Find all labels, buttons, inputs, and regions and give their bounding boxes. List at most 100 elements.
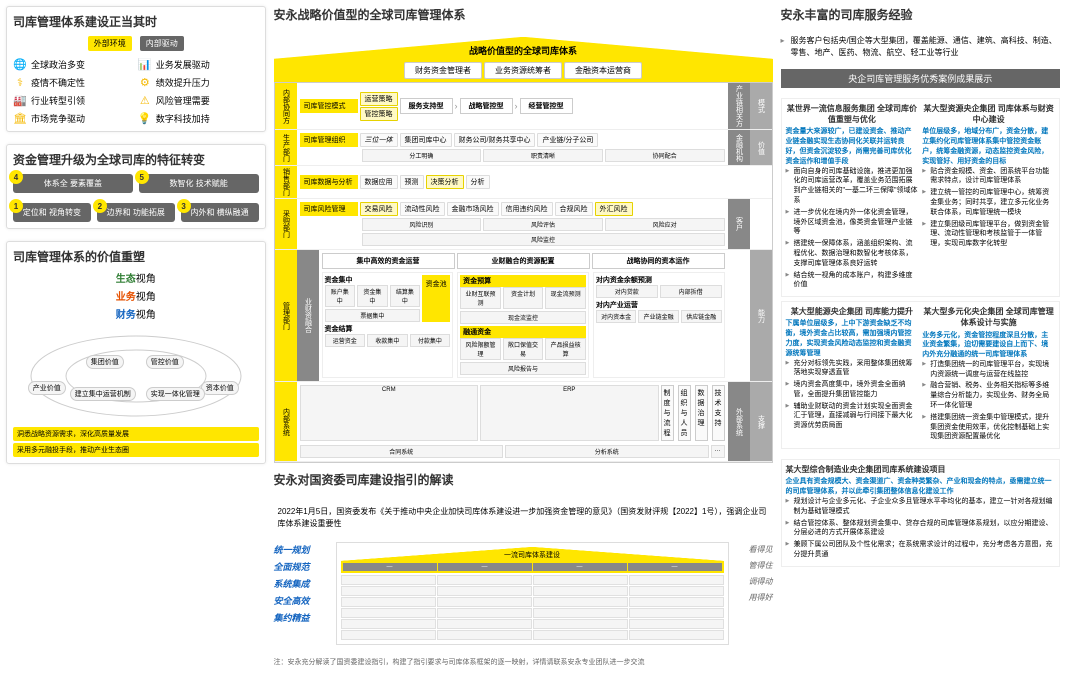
env-icon: 📊 <box>138 57 152 71</box>
panel-upgrade-title: 资金管理升级为全球司库的特征转变 <box>13 151 259 168</box>
arch-side-2: 能力 <box>750 250 772 381</box>
case-bullet: 兼顾下属公司团队及个性化需求；在系统需求设计的过程中，充分考虑各方意图，充分提升… <box>786 540 1055 560</box>
arch-chip: 金融市场风险 <box>447 202 499 216</box>
case-bullet: 搭建集团统一资金集中管理模式，提升集团资金使用效率，优化控制基础上实现集团资源配… <box>922 413 1055 442</box>
interp-cell <box>533 608 628 618</box>
oval-chip-1: 产业价值 <box>28 381 66 395</box>
case-bullet: 打造集团统一的司库管理平台，实现境内资源统一调度与运营在线监控 <box>922 360 1055 380</box>
arch-r-1: 金融机构 <box>728 130 750 165</box>
interp-note: 注：安永充分解读了国资委建设指引，构建了指引要求与司库体系框架的逐一映射，详情请… <box>274 657 773 667</box>
case-highlight: 业务多元化，资金管控程度深且分散，主业资金繁集，迫切需要建设自上而下、境内外充分… <box>922 331 1055 360</box>
mini-cell: 风险报告与 <box>460 362 586 375</box>
case-wide: 某大型综合制造业央企集团司库系统建设项目 企业具有资金规模大、资金渠道广、资金种… <box>781 459 1060 567</box>
interp-cell <box>533 575 628 585</box>
arch-chip: 外汇风险 <box>595 202 633 216</box>
arch-r2-label: 司库数据与分析 <box>300 175 358 189</box>
case-bullet: 规划设计与企业多元化、子企业众多且管理水平非均化的基本，建立一针对各规划编制为基… <box>786 497 1055 517</box>
arch-chip: 流动性风险 <box>400 202 445 216</box>
mini-cell: 分析系统 <box>505 445 709 458</box>
interp-cell <box>437 619 532 629</box>
oval-bar-1: 洞悉战略资源需求，深化高质量发展 <box>13 427 259 441</box>
arch-chip: 三位一体 <box>360 133 398 147</box>
mini-cell: 风险识别 <box>362 218 482 231</box>
case-block: 某世界一流信息服务集团 全球司库价值重塑与优化资金量大来源较广，已建设资金、推动… <box>781 98 1060 297</box>
mini-cell: 内部拆借 <box>660 285 722 298</box>
interp-cell <box>629 608 724 618</box>
interp-cell <box>629 575 724 585</box>
arch-chip: 预测 <box>400 175 424 189</box>
mini-cell: 对内贷款 <box>596 285 658 298</box>
arch-chip: 战略管控型 <box>460 98 513 114</box>
mini-cell: 票据集中 <box>325 309 421 322</box>
mini-cell: CRM <box>300 385 479 441</box>
case-bullet: 结合统一视角的成本账户，构建多维度价值 <box>786 271 919 291</box>
support-box: 组织与人员 <box>678 385 691 441</box>
upgrade-3: 3内外和 横纵融通 <box>181 203 259 222</box>
biz-sub: 对内资金余额预测 <box>596 275 722 285</box>
biz-sub: 资金预算 <box>460 275 586 287</box>
case-col: 某大型能源央企集团 司库能力提升下属单位层级多，上中下游资金缺乏不均衡，境外资金… <box>786 306 919 444</box>
oval-chip-6: 实现一体化管理 <box>146 387 205 401</box>
support-box: 数据治理 <box>695 385 708 441</box>
mini-cell: 风险应对 <box>605 218 725 231</box>
interp-cell <box>533 630 628 640</box>
arch-chip: 决策分析 <box>426 175 464 189</box>
interp-cell <box>341 619 436 629</box>
arch-l-1: 生产部门 <box>275 130 297 165</box>
mini-cell: 合同系统 <box>300 445 504 458</box>
biz-sub: 资金集中 <box>325 275 421 285</box>
case-bullet: 境内资金高度集中，境外资金全面纳管，全面提升集团管控能力 <box>786 380 919 400</box>
mini-cell: ERP <box>480 385 659 441</box>
arch-chip: 合规风险 <box>555 202 593 216</box>
support-box: 技术支持 <box>712 385 725 441</box>
arch-r-3: 外部系统 <box>728 382 750 461</box>
interp-cell <box>437 630 532 640</box>
interp-cell <box>533 586 628 596</box>
right-sub-hdr: 央企司库管理服务优秀案例成果展示 <box>781 69 1060 88</box>
mini-cell: 资金集中 <box>357 285 388 307</box>
env-int-item: ⚠风险管理需要 <box>138 93 259 107</box>
interp-right: 看得见管得住调得动用得好 <box>737 542 773 645</box>
int-label: 内部驱动 <box>140 36 184 51</box>
arch-r0-hdr: 司库管控模式 <box>300 99 358 113</box>
case-bullet: 融合营销、税务、业务相关指标等多维量综合分析能力，实现业务、财务全局环一体化管理 <box>922 381 1055 410</box>
panel-value-title: 司库管理体系的价值重塑 <box>13 248 259 265</box>
env-icon: 🌐 <box>13 57 27 71</box>
arch-chip: 产业链/分子公司 <box>537 133 598 147</box>
case-title: 某大型能源央企集团 司库能力提升 <box>786 306 919 317</box>
biz-hdr: 战略协同的资本运作 <box>592 253 725 269</box>
value-oval: 产业价值 集团价值 管控价值 资本价值 建立集中运营机制 实现一体化管理 <box>26 331 246 421</box>
mini-cell: 产业链金融 <box>638 310 679 323</box>
biz-hdr: 业财融合的资源配置 <box>457 253 590 269</box>
arch-chip: 数据应用 <box>360 175 398 189</box>
env-int-item: 💡数字科技加持 <box>138 111 259 125</box>
mini-cell: 收款集中 <box>367 334 408 347</box>
env-ext-item: 🌐全球政治多变 <box>13 57 134 71</box>
arch-side-0: 模式 <box>750 83 772 129</box>
arch-chip: 管控策略 <box>360 107 398 121</box>
interp-cell <box>533 597 628 607</box>
panel-env-title: 司库管理体系建设正当其时 <box>13 13 259 30</box>
case-bullet: 建立集团级司库管理平台，做到资金管理、流动性管理和考核监管于一体管理，实现司库数… <box>922 220 1055 249</box>
mini-cell: 现金流预测 <box>545 287 586 309</box>
arch-tab-3: 金融资本运营商 <box>564 62 642 79</box>
arch-l-3: 采购部门 <box>275 199 297 249</box>
interp-cell <box>629 597 724 607</box>
mini-cell: 敞口保值交易 <box>503 338 544 360</box>
case-bullet: 搭建统一保障体系，涵盖组织架构、流程优化、数据治理和数智化考核体系，支撑司库管理… <box>786 239 919 268</box>
case-highlight: 资金量大来源较广，已建设资金、推动产业链金融实现生态协同化关联并运转良好，但资金… <box>786 127 919 166</box>
mini-cell: 风险监控 <box>362 233 725 246</box>
interp-cell <box>437 575 532 585</box>
panel-env: 司库管理体系建设正当其时 外部环境 内部驱动 🌐全球政治多变📊业务发展驱动⚕疫情… <box>6 6 266 132</box>
interp-roof: 一流司库体系建设 <box>341 547 724 561</box>
biz-sub: 资金结算 <box>325 324 451 334</box>
mini-cell: 账户集中 <box>325 285 356 307</box>
upgrade-1: 1定位和 视角转变 <box>13 203 91 222</box>
pool-label: 资金池 <box>422 275 450 322</box>
arch-l-5: 业财资融合 <box>297 250 319 381</box>
mini-cell: 职责清晰 <box>483 149 603 162</box>
env-icon: ⚙ <box>138 75 152 89</box>
arch-side-3: 支撑 <box>750 382 772 461</box>
interp-cell <box>341 630 436 640</box>
mini-cell: 付款集中 <box>410 334 451 347</box>
